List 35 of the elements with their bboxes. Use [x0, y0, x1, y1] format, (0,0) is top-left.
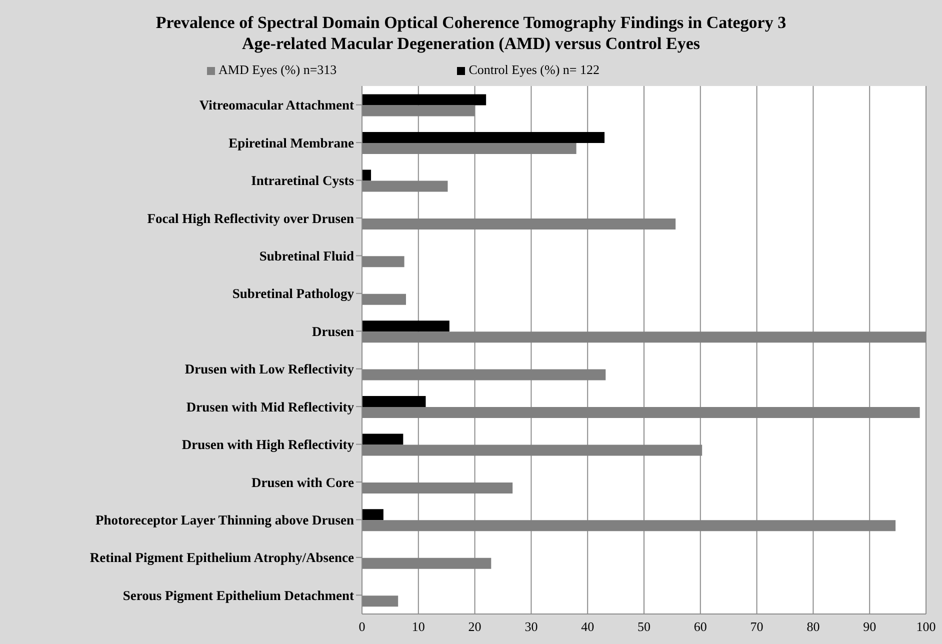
y-tick-label: Epiretinal Membrane: [228, 135, 354, 150]
x-tick-label: 50: [638, 619, 650, 634]
y-tick-label: Vitreomacular Attachment: [199, 98, 354, 113]
chart-title: Prevalence of Spectral Domain Optical Coherence Tomography Findings in Category 3 Age-related Macular Degeneration (AMD) versus Control Eyes: [154, 12, 788, 54]
y-tick-label: Drusen with Low Reflectivity: [184, 362, 354, 377]
x-tick-label: 10: [412, 619, 425, 634]
bar: [362, 132, 605, 144]
x-tick-label: 30: [524, 619, 538, 634]
x-tick-label: 40: [581, 619, 594, 634]
x-tick-label: 20: [468, 619, 482, 634]
bar: [362, 509, 384, 520]
legend-label: AMD Eyes (%) n=313: [218, 62, 337, 77]
x-tick-label: 90: [863, 619, 876, 634]
x-tick-label: 80: [806, 619, 820, 634]
x-tick-label: 0: [358, 619, 366, 634]
y-tick-label: Drusen with Mid Reflectivity: [186, 399, 354, 414]
x-tick-label: 60: [694, 619, 707, 634]
y-tick-label: Intraretinal Cysts: [251, 173, 354, 188]
y-tick-label: Subretinal Pathology: [232, 286, 354, 302]
bar: [362, 94, 486, 106]
y-tick-label: Drusen with Core: [252, 474, 354, 490]
bar: [362, 396, 426, 408]
bar: [362, 320, 450, 332]
x-tick-label: 70: [750, 619, 764, 634]
bar: [362, 170, 372, 181]
x-tick-label: 100: [916, 619, 936, 634]
legend-label: Control Eyes (%) n= 122: [468, 62, 600, 77]
y-tick-label: Drusen with High Reflectivity: [182, 437, 354, 452]
y-tick-label: Focal High Reflectivity over Drusen: [147, 210, 354, 226]
y-tick-label: Serous Pigment Epithelium Detachment: [122, 588, 354, 603]
bar: [362, 434, 404, 445]
y-tick-label: Photoreceptor Layer Thinning above Drusen: [95, 512, 354, 528]
y-tick-label: Subretinal Fluid: [259, 248, 354, 264]
y-tick-label: Retinal Pigment Epithelium Atrophy/Absence: [90, 550, 354, 566]
y-tick-label: Drusen: [312, 324, 354, 339]
